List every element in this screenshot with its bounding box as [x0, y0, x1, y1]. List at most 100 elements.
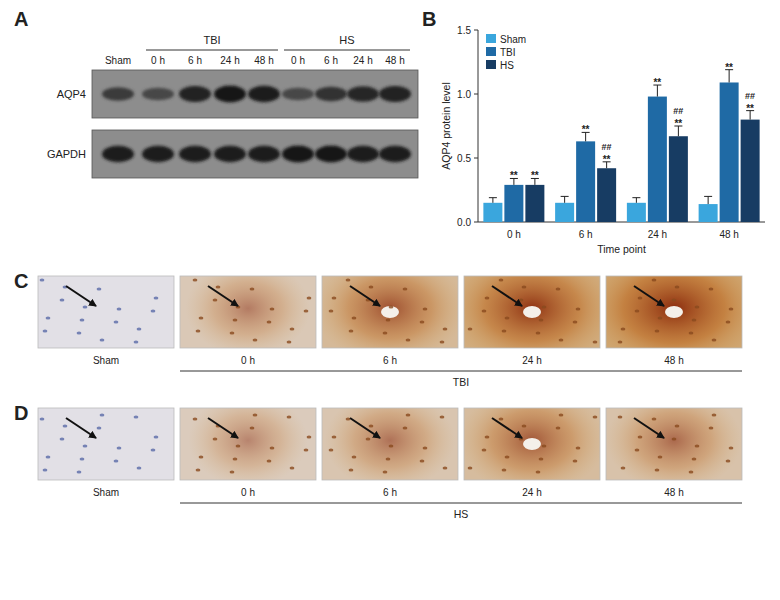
row-label: GAPDH — [47, 148, 86, 160]
group-bracket — [180, 371, 742, 372]
nucleus — [655, 329, 660, 332]
significance: ** — [653, 77, 661, 88]
bar — [576, 141, 595, 222]
nucleus — [485, 296, 490, 299]
nucleus — [80, 318, 85, 321]
nucleus — [468, 327, 473, 330]
image-background — [38, 408, 174, 480]
legend-swatch — [486, 60, 496, 69]
arrow — [492, 286, 522, 306]
y-tick — [474, 94, 478, 95]
nucleus — [304, 309, 309, 312]
arrow — [66, 418, 96, 438]
panel-label: B — [422, 8, 436, 30]
lesion — [381, 306, 399, 318]
nucleus — [542, 444, 547, 447]
nucleus — [329, 448, 334, 451]
error-bar — [704, 196, 712, 204]
nucleus — [196, 329, 201, 332]
nucleus — [199, 455, 204, 458]
nucleus — [536, 470, 541, 473]
legend-swatch — [486, 34, 496, 43]
nucleus — [43, 468, 48, 471]
legend-label: TBI — [500, 47, 516, 58]
histology-image — [464, 276, 600, 348]
histology-image — [322, 276, 458, 348]
nucleus — [329, 309, 334, 312]
nucleus — [304, 448, 309, 451]
image-frame — [606, 408, 742, 480]
nucleus — [97, 287, 102, 290]
nucleus — [443, 327, 448, 330]
lane-label: Sham — [105, 55, 131, 66]
x-axis-label: Time point — [597, 243, 646, 255]
nucleus — [542, 305, 547, 308]
nucleus — [726, 459, 731, 462]
nucleus — [134, 415, 139, 418]
nucleus — [366, 437, 371, 440]
nucleus — [635, 448, 640, 451]
y-tick-label: 1.0 — [457, 89, 471, 100]
nucleus — [499, 417, 504, 420]
histology-image — [322, 408, 458, 480]
nucleus — [100, 338, 105, 341]
y-tick-label: 1.5 — [457, 25, 471, 36]
nucleus — [253, 338, 258, 341]
significance: ** — [725, 62, 733, 73]
group-label: HS — [339, 34, 354, 46]
image-label: 48 h — [664, 487, 683, 498]
nucleus — [287, 340, 292, 343]
nucleus — [63, 424, 68, 427]
nucleus — [712, 338, 717, 341]
nucleus — [689, 331, 694, 334]
significance: ** — [603, 154, 611, 165]
nucleus — [307, 296, 312, 299]
nucleus — [423, 307, 428, 310]
nucleus — [270, 446, 275, 449]
nucleus — [729, 446, 734, 449]
nucleus — [593, 340, 598, 343]
panel-label: C — [14, 270, 28, 292]
nucleus — [332, 435, 337, 438]
significance: ** — [582, 124, 590, 135]
nucleus — [270, 307, 275, 310]
y-tick-label: 0.0 — [457, 217, 471, 228]
y-tick-label: 0.5 — [457, 153, 471, 164]
nucleus — [383, 331, 388, 334]
nucleus — [151, 448, 156, 451]
image-background — [38, 276, 174, 348]
histology-image — [464, 408, 600, 480]
nucleus — [576, 446, 581, 449]
nucleus — [652, 417, 657, 420]
nucleus — [43, 329, 48, 332]
stain — [606, 276, 742, 348]
x-tick-label: 24 h — [648, 229, 667, 240]
legend-label: HS — [500, 60, 514, 71]
blot-band — [179, 146, 211, 163]
arrow — [350, 286, 380, 306]
nucleus — [352, 455, 357, 458]
blot-band — [248, 146, 280, 163]
image-label: Sham — [93, 355, 119, 366]
nucleus — [230, 331, 235, 334]
nucleus — [369, 285, 374, 288]
nucleus — [726, 320, 731, 323]
y-tick — [474, 222, 478, 223]
lane-label: 48 h — [385, 55, 404, 66]
blot-band — [214, 146, 246, 163]
significance-vs-tbi: ## — [745, 91, 755, 101]
lesion — [523, 306, 541, 318]
nucleus — [406, 338, 411, 341]
error-bar — [561, 196, 569, 202]
group-label: TBI — [203, 34, 220, 46]
nucleus — [40, 278, 45, 281]
nucleus — [406, 413, 411, 416]
nucleus — [485, 435, 490, 438]
lane-label: 0 h — [291, 55, 305, 66]
nucleus — [403, 426, 408, 429]
nucleus — [383, 470, 388, 473]
group-label: TBI — [453, 376, 469, 388]
nucleus — [672, 437, 677, 440]
nucleus — [468, 466, 473, 469]
nucleus — [154, 296, 159, 299]
